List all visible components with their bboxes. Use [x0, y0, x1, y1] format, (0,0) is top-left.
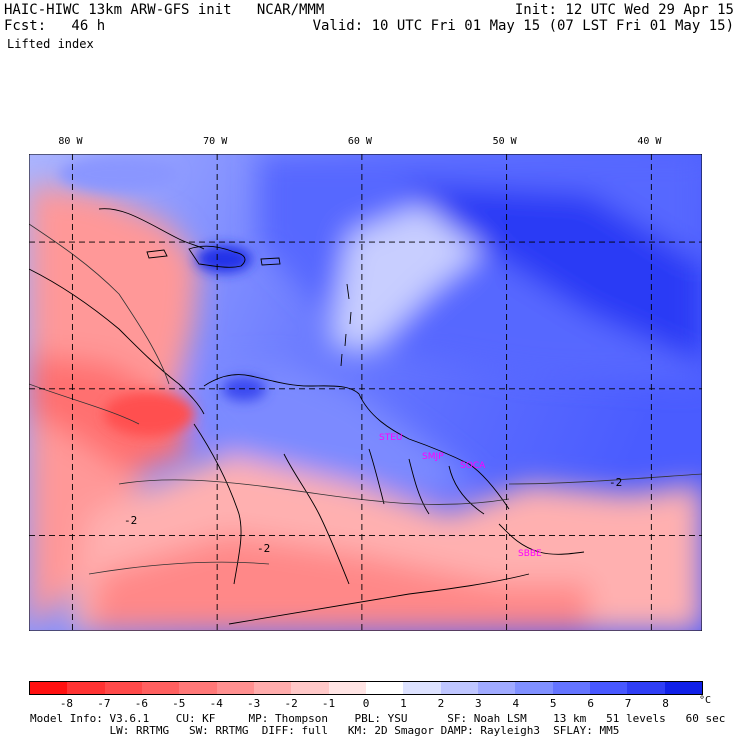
contour-label: -2 [257, 542, 270, 555]
border-inland-4 [408, 458, 430, 515]
colorbar-tick-label: -3 [247, 697, 261, 710]
init-time: Init: 12 UTC Wed 29 Apr 15 [514, 2, 734, 18]
longitude-label: 50 W [492, 136, 517, 147]
colorbar-tick-label: 3 [475, 697, 482, 710]
colorbar-tick-label: 4 [512, 697, 520, 710]
colorbar-swatch [440, 682, 478, 694]
colorbar-tick-label: 8 [662, 697, 669, 710]
stations: STEU SMJP SOCA SBBE [379, 433, 542, 559]
colorbar-swatch [552, 682, 590, 694]
field-gulf-blue [59, 156, 179, 192]
longitude-label: 80 W [58, 136, 83, 147]
colorbar [29, 681, 703, 695]
contour-label: -2 [609, 476, 622, 489]
colorbar-swatch [67, 682, 105, 694]
colorbar-swatch [589, 682, 628, 694]
colorbar-swatch [216, 682, 254, 694]
colorbar-swatch [328, 682, 366, 694]
colorbar-swatch [365, 682, 404, 694]
station-smjp: SMJP [422, 452, 444, 462]
colorbar-tick-label: 0 [362, 697, 370, 710]
station-sbbe: SBBE [518, 549, 542, 559]
border-inland-3 [368, 448, 385, 505]
colorbar-swatch [291, 682, 329, 694]
colorbar-tick-label: -8 [59, 697, 74, 710]
longitude-label: 70 W [203, 136, 228, 147]
coast-jamaica [146, 249, 168, 259]
colorbar-tick-label: -4 [209, 697, 223, 710]
colorbar-swatch [515, 682, 553, 694]
field-deep-blue [399, 184, 702, 364]
colorbar-tick-label: -1 [321, 697, 336, 710]
colorbar-tick-label: -2 [284, 697, 298, 710]
model-info-line1: Model Info: V3.6.1 CU: KF MP: Thompson P… [30, 712, 726, 725]
colorbar-tick-label: -7 [97, 697, 111, 710]
colorbar-tick-label: 1 [400, 697, 407, 710]
forecast-hour: Fcst: 46 h [4, 18, 106, 34]
border-inland-2 [283, 453, 350, 585]
field-cool-venezuela [189, 364, 479, 494]
colorbar-tick-label: -5 [172, 697, 186, 710]
coast-central-america [29, 268, 205, 415]
coastlines [29, 208, 585, 625]
field-hispaniola-blue [196, 245, 252, 273]
coast-cuba [98, 208, 205, 250]
title-left: HAIC-HIWC 13km ARW-GFS init NCAR/MMM [4, 2, 325, 18]
colorbar-tick-label: 2 [437, 697, 445, 710]
colorbar-tick-label: -6 [134, 697, 148, 710]
coast-hispaniola [188, 245, 246, 268]
colorbar-tick-label: 6 [587, 697, 594, 710]
field-name: Lifted index [7, 37, 94, 51]
coast-puerto-rico [260, 257, 281, 266]
contour-label: -2 [124, 514, 137, 527]
field-colombia-red [104, 392, 194, 436]
border-inland-1 [193, 423, 242, 585]
colorbar-swatch [253, 682, 292, 694]
colorbar-swatch [30, 682, 68, 694]
graticule [29, 154, 702, 631]
coast-amazon-delta [498, 523, 585, 555]
colorbar-swatch [403, 682, 441, 694]
colorbar-swatch [627, 682, 665, 694]
coast-venezuela-colombia [203, 374, 510, 510]
colorbar-tick-label: 7 [624, 697, 632, 710]
colorbar-tick-label: 5 [549, 697, 557, 710]
model-info-line2: LW: RRTMG SW: RRTMG DIFF: full KM: 2D Sm… [30, 724, 620, 737]
valid-time: Valid: 10 UTC Fri 01 May 15 (07 LST Fri … [312, 18, 734, 34]
border-inland-5 [448, 465, 485, 515]
colorbar-swatch [141, 682, 180, 694]
colorbar-swatch [664, 682, 702, 694]
colorbar-swatch [179, 682, 217, 694]
colorbar-unit: °C [698, 695, 712, 706]
border-brazil [228, 573, 530, 625]
colorbar-swatch [104, 682, 142, 694]
lifted-index-map: -2 -2 -2 STEU SMJP SOCA SBBE [29, 154, 702, 631]
field-warm-amazon [89, 534, 589, 631]
longitude-label: 40 W [637, 136, 662, 147]
colorbar-swatch [477, 682, 516, 694]
longitude-label: 60 W [347, 136, 372, 147]
coast-lesser-antilles [340, 283, 352, 367]
station-soca: SOCA [460, 461, 486, 471]
station-steu: STEU [379, 433, 402, 443]
